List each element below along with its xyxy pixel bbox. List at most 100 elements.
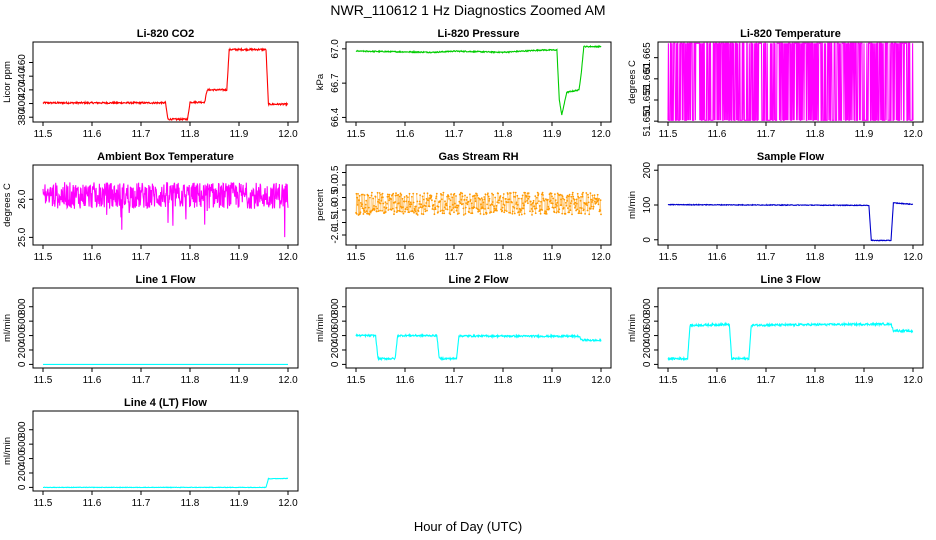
y-tick-label: 51.665 xyxy=(642,42,653,73)
chart-panel-1: Li-820 CO2 Licor ppm 11.5 11.6 11.7 11.8 11.9 1… xyxy=(2,28,299,140)
x-tick-label: 11.8 xyxy=(494,129,513,140)
plot-frame xyxy=(32,41,299,123)
panel-grid: Li-820 CO2 Licor ppm 11.5 11.6 11.7 11.8 11.9 1… xyxy=(2,28,924,509)
x-tick-label: 11.9 xyxy=(230,375,249,386)
figure-title: NWR_110612 1 Hz Diagnostics Zoomed AM xyxy=(330,2,605,18)
plot-frame xyxy=(345,287,612,369)
y-axis-label: ml/min xyxy=(627,191,638,219)
y-axis-label: kPa xyxy=(315,73,326,90)
x-tick-label: 11.6 xyxy=(83,129,102,140)
x-tick-label: 11.5 xyxy=(347,375,366,386)
plot-frame xyxy=(32,410,299,492)
y-tick-label: 600 xyxy=(642,312,653,329)
y-tick-label: 26.0 xyxy=(17,189,28,209)
x-tick-label: 11.6 xyxy=(83,375,102,386)
y-axis-label: ml/min xyxy=(627,314,638,342)
x-tick-label: 11.9 xyxy=(855,129,874,140)
y-tick-label: 200 xyxy=(17,341,28,358)
x-tick-label: 11.6 xyxy=(83,498,102,509)
x-tick-label: 11.5 xyxy=(659,375,678,386)
y-tick-label: 100 xyxy=(642,196,653,213)
y-tick-label: 0 xyxy=(330,361,341,367)
y-tick-label: 800 xyxy=(330,298,341,315)
y-tick-label: 400 xyxy=(17,95,28,112)
series-line xyxy=(667,42,914,121)
series-line xyxy=(42,47,289,122)
x-tick-label: 11.6 xyxy=(396,129,415,140)
x-tick-label: 11.7 xyxy=(757,129,776,140)
plot-frame xyxy=(657,41,924,123)
y-tick-label: 460 xyxy=(17,54,28,71)
series-line xyxy=(355,44,602,116)
x-tick-label: 11.7 xyxy=(757,252,776,263)
x-tick-label: 11.9 xyxy=(230,252,249,263)
y-axis-label: degrees C xyxy=(2,183,13,227)
x-tick-label: 11.6 xyxy=(708,375,727,386)
panel-title: Gas Stream RH xyxy=(438,151,518,163)
y-tick-label: 0 xyxy=(17,361,28,367)
plot-frame xyxy=(345,164,612,246)
x-tick-label: 11.8 xyxy=(806,129,825,140)
figure-xlabel: Hour of Day (UTC) xyxy=(414,519,522,534)
x-tick-label: 11.5 xyxy=(34,129,53,140)
chart-panel-6: Sample Flow ml/min 11.5 11.6 11.7 11.8 11.9 12.… xyxy=(627,151,924,263)
y-tick-label: 200 xyxy=(17,464,28,481)
x-tick-label: 11.9 xyxy=(543,252,562,263)
x-tick-label: 12.0 xyxy=(278,375,298,386)
plot-frame xyxy=(32,164,299,246)
panel-title: Ambient Box Temperature xyxy=(97,151,234,163)
panel-title: Li-820 Temperature xyxy=(740,28,841,40)
x-tick-label: 12.0 xyxy=(591,129,611,140)
panel-title: Line 4 (LT) Flow xyxy=(124,397,207,409)
y-tick-label: 0.0 xyxy=(330,178,341,192)
y-axis-label: degrees C xyxy=(627,60,638,104)
x-tick-label: 12.0 xyxy=(591,375,611,386)
x-tick-label: 11.8 xyxy=(806,252,825,263)
y-tick-label: 800 xyxy=(17,421,28,438)
y-tick-label: 200 xyxy=(642,341,653,358)
y-tick-label: 51.655 xyxy=(642,84,653,115)
x-tick-label: 11.7 xyxy=(445,252,464,263)
y-tick-label: 51.650 xyxy=(642,105,653,136)
y-tick-label: 800 xyxy=(17,298,28,315)
x-tick-label: 11.5 xyxy=(659,129,678,140)
panel-title: Li-820 CO2 xyxy=(137,28,194,40)
x-tick-label: 11.8 xyxy=(181,252,200,263)
y-tick-label: 800 xyxy=(642,298,653,315)
series-line xyxy=(667,201,914,242)
x-tick-label: 12.0 xyxy=(903,252,923,263)
y-tick-label: 0 xyxy=(642,361,653,367)
x-tick-label: 11.7 xyxy=(132,129,151,140)
y-axis-label: ml/min xyxy=(2,437,13,465)
y-tick-label: 66.4 xyxy=(330,107,341,127)
y-tick-label: 0 xyxy=(17,484,28,490)
x-tick-label: 12.0 xyxy=(903,129,923,140)
y-tick-label: 0 xyxy=(642,237,653,243)
chart-panel-5: Gas Stream RH percent 11.5 11.6 11.7 11.8 11.9… xyxy=(315,151,612,263)
plot-frame xyxy=(657,287,924,369)
x-tick-label: 11.5 xyxy=(347,129,366,140)
x-tick-label: 12.0 xyxy=(278,498,298,509)
y-axis-label: Licor ppm xyxy=(2,61,13,103)
series-line xyxy=(355,332,602,362)
x-tick-label: 12.0 xyxy=(278,252,298,263)
y-axis-label: ml/min xyxy=(2,314,13,342)
y-tick-label: 380 xyxy=(17,108,28,125)
chart-panel-3: Li-820 Temperature degrees C 11.5 11.6 11.7 1… xyxy=(627,28,924,140)
chart-panel-9: Line 3 Flow ml/min 11.5 11.6 11.7 11.8 11.9 12.… xyxy=(627,274,924,386)
y-tick-label: -1.0 xyxy=(330,201,341,219)
y-tick-label: 25.0 xyxy=(17,227,28,247)
x-tick-label: 11.7 xyxy=(757,375,776,386)
y-tick-label: 66.7 xyxy=(330,73,341,93)
chart-panel-10: Line 4 (LT) Flow ml/min 11.5 11.6 11.7 11.8 11… xyxy=(2,397,299,509)
x-tick-label: 11.6 xyxy=(396,252,415,263)
y-axis-label: percent xyxy=(315,189,326,221)
x-tick-label: 11.7 xyxy=(132,375,151,386)
series-line xyxy=(355,192,602,216)
y-tick-label: -1.5 xyxy=(330,213,341,231)
y-tick-label: 600 xyxy=(330,312,341,329)
series-line xyxy=(43,477,289,489)
x-tick-label: 11.8 xyxy=(494,375,513,386)
x-tick-label: 11.9 xyxy=(230,129,249,140)
x-tick-label: 11.6 xyxy=(396,375,415,386)
